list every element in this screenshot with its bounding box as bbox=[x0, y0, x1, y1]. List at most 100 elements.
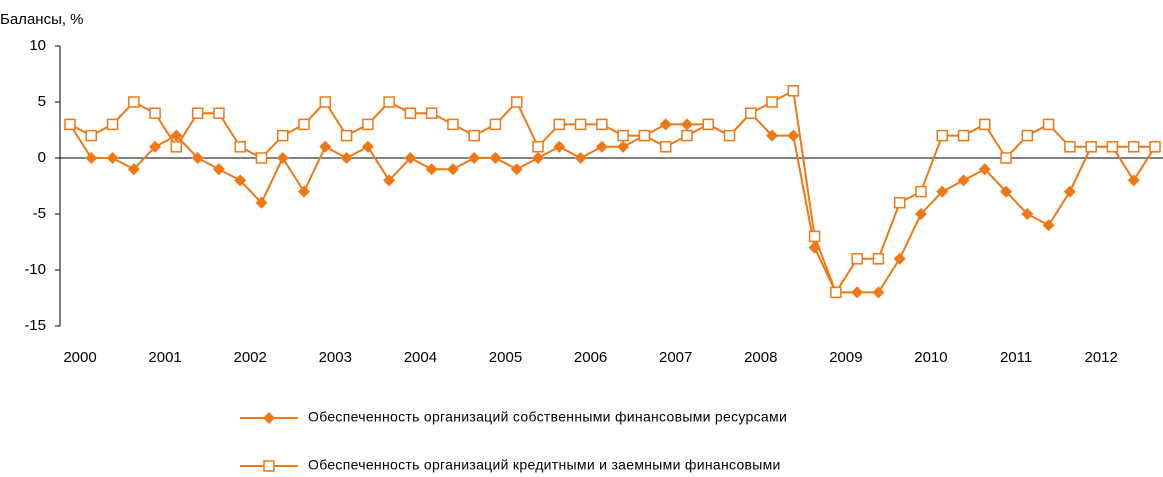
point bbox=[830, 286, 842, 299]
point bbox=[425, 163, 438, 176]
point bbox=[404, 107, 417, 119]
point bbox=[680, 118, 693, 131]
point bbox=[681, 129, 693, 142]
point bbox=[936, 185, 949, 198]
point bbox=[766, 129, 779, 142]
point bbox=[383, 96, 395, 108]
point bbox=[234, 174, 247, 187]
point bbox=[1064, 141, 1076, 153]
point bbox=[85, 129, 98, 142]
point bbox=[340, 129, 353, 142]
point bbox=[851, 286, 864, 299]
point bbox=[191, 152, 204, 164]
point bbox=[170, 129, 183, 142]
point bbox=[1063, 185, 1076, 198]
point bbox=[468, 129, 480, 142]
point bbox=[510, 163, 523, 176]
x-tick-label: 2006 bbox=[574, 349, 607, 366]
point bbox=[957, 129, 970, 142]
point bbox=[893, 197, 906, 209]
point bbox=[915, 185, 927, 198]
point bbox=[914, 208, 927, 220]
point bbox=[553, 118, 566, 131]
point bbox=[362, 118, 374, 131]
x-tick-label: 2003 bbox=[319, 349, 352, 366]
x-tick-label: 2010 bbox=[914, 349, 947, 366]
point bbox=[659, 141, 672, 153]
point bbox=[85, 152, 98, 164]
point bbox=[978, 163, 991, 176]
point bbox=[532, 141, 544, 153]
point bbox=[638, 129, 651, 142]
point bbox=[489, 118, 502, 131]
point bbox=[106, 152, 119, 164]
point bbox=[532, 152, 545, 164]
point bbox=[574, 118, 587, 131]
point bbox=[893, 252, 906, 265]
point bbox=[787, 85, 800, 97]
point bbox=[298, 118, 310, 131]
point bbox=[1042, 219, 1055, 232]
y-tick-label: -15 bbox=[24, 317, 46, 334]
point bbox=[1000, 185, 1013, 198]
x-tick-label: 2000 bbox=[63, 349, 96, 366]
x-tick-label: 2007 bbox=[659, 349, 692, 366]
point bbox=[319, 96, 332, 108]
point bbox=[212, 163, 225, 176]
x-tick-label: 2001 bbox=[148, 349, 181, 366]
point bbox=[595, 140, 608, 153]
point bbox=[1149, 141, 1161, 153]
point bbox=[446, 163, 459, 176]
point bbox=[128, 96, 140, 108]
point bbox=[979, 118, 991, 131]
point bbox=[340, 152, 353, 164]
point bbox=[787, 129, 800, 142]
point bbox=[298, 185, 311, 198]
legend-label: Обеспеченность организаций кредитными и … bbox=[308, 457, 781, 473]
point bbox=[276, 152, 289, 164]
point bbox=[361, 140, 374, 153]
x-tick-label: 2002 bbox=[234, 349, 267, 366]
point bbox=[106, 118, 119, 131]
point bbox=[1021, 129, 1034, 142]
point bbox=[1000, 152, 1012, 164]
point bbox=[574, 152, 587, 164]
point bbox=[234, 141, 246, 153]
point bbox=[1042, 118, 1055, 131]
x-tick-label: 2008 bbox=[744, 349, 777, 366]
point bbox=[851, 253, 863, 265]
point bbox=[936, 129, 949, 142]
point bbox=[276, 129, 289, 142]
point bbox=[319, 140, 332, 153]
point bbox=[872, 286, 885, 299]
x-tick-label: 2004 bbox=[404, 349, 437, 366]
point bbox=[702, 118, 714, 131]
point bbox=[617, 129, 629, 142]
chart-title: Балансы, % bbox=[0, 11, 84, 28]
point bbox=[1127, 141, 1140, 153]
point bbox=[659, 118, 672, 131]
point bbox=[127, 163, 140, 176]
point bbox=[596, 118, 608, 131]
point bbox=[425, 107, 438, 119]
series-line bbox=[69, 111, 1156, 294]
legend-marker bbox=[263, 412, 275, 424]
point bbox=[383, 174, 396, 187]
legend-marker bbox=[263, 460, 275, 472]
x-tick-label: 2009 bbox=[829, 349, 862, 366]
point bbox=[957, 174, 970, 187]
point bbox=[149, 140, 162, 153]
point bbox=[489, 152, 502, 164]
point bbox=[1127, 174, 1140, 187]
point bbox=[64, 118, 76, 131]
point bbox=[170, 141, 183, 153]
point bbox=[255, 196, 268, 209]
point bbox=[149, 107, 161, 119]
point bbox=[191, 107, 204, 119]
point bbox=[872, 253, 885, 265]
legend-label: Обеспеченность организаций собственными … bbox=[308, 409, 787, 425]
point bbox=[745, 107, 757, 119]
y-tick-label: 5 bbox=[38, 93, 46, 110]
point bbox=[255, 152, 268, 164]
